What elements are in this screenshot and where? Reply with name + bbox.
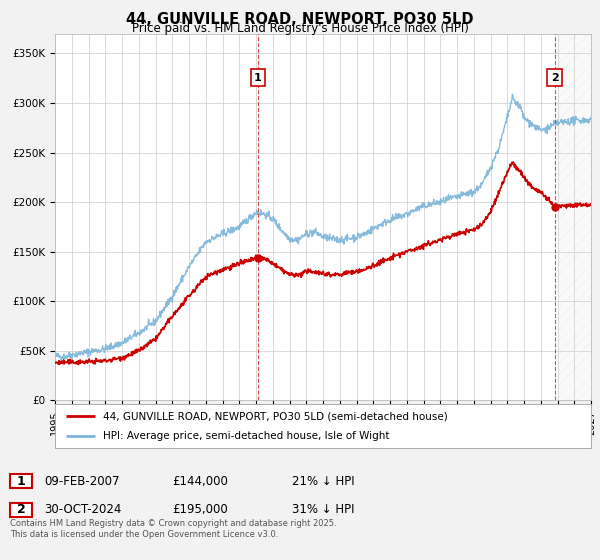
Text: 44, GUNVILLE ROAD, NEWPORT, PO30 5LD: 44, GUNVILLE ROAD, NEWPORT, PO30 5LD bbox=[126, 12, 474, 27]
Text: £144,000: £144,000 bbox=[172, 475, 228, 488]
Text: 44, GUNVILLE ROAD, NEWPORT, PO30 5LD (semi-detached house): 44, GUNVILLE ROAD, NEWPORT, PO30 5LD (se… bbox=[103, 411, 448, 421]
FancyBboxPatch shape bbox=[10, 503, 32, 517]
Text: Price paid vs. HM Land Registry's House Price Index (HPI): Price paid vs. HM Land Registry's House … bbox=[131, 22, 469, 35]
Text: 1: 1 bbox=[17, 475, 25, 488]
Text: Contains HM Land Registry data © Crown copyright and database right 2025.
This d: Contains HM Land Registry data © Crown c… bbox=[10, 519, 337, 539]
Text: 09-FEB-2007: 09-FEB-2007 bbox=[44, 475, 119, 488]
Text: 31% ↓ HPI: 31% ↓ HPI bbox=[292, 503, 355, 516]
Text: 2: 2 bbox=[551, 73, 559, 83]
Text: £195,000: £195,000 bbox=[172, 503, 228, 516]
Text: HPI: Average price, semi-detached house, Isle of Wight: HPI: Average price, semi-detached house,… bbox=[103, 431, 390, 441]
Text: 2: 2 bbox=[17, 503, 25, 516]
Text: 21% ↓ HPI: 21% ↓ HPI bbox=[292, 475, 355, 488]
Bar bbox=[557, 34, 599, 400]
FancyBboxPatch shape bbox=[10, 474, 32, 488]
Text: 1: 1 bbox=[254, 73, 262, 83]
Text: 30-OCT-2024: 30-OCT-2024 bbox=[44, 503, 121, 516]
